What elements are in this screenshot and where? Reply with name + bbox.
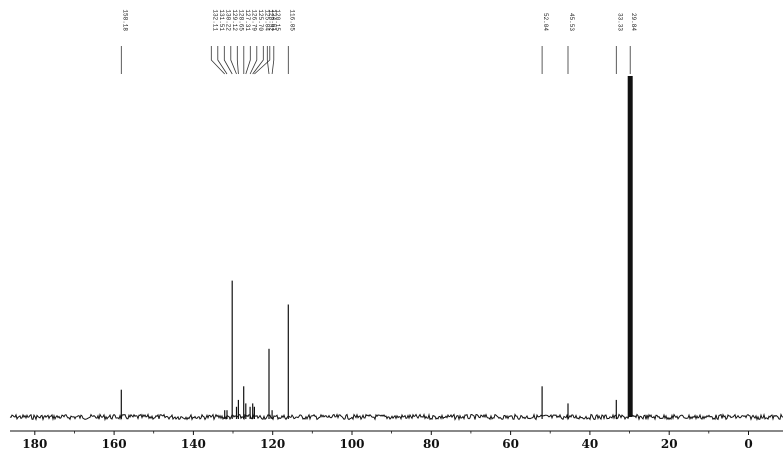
peak-label: 124.61: [270, 9, 277, 31]
x-axis-tick-label: 180: [22, 437, 47, 451]
peak-label: 33.33: [616, 13, 623, 31]
peak-label-leader: [252, 46, 264, 75]
peak-label: 52.04: [542, 13, 549, 31]
peak-label-leader: [223, 46, 233, 75]
spectrum-peak: [627, 76, 633, 417]
peak-label: 158.18: [121, 9, 128, 31]
peak-label: 120.92: [267, 9, 274, 31]
spectrum-baseline-layer: [9, 412, 783, 422]
peak-label-leader: [266, 46, 270, 75]
peak-lines-layer: [120, 76, 633, 419]
x-axis-tick-label: 100: [339, 437, 364, 451]
peak-labels-layer: 158.18 132.11 131.51 130.22 129.12 128.65 127.…: [120, 9, 637, 75]
peak-label: 125.70: [257, 9, 264, 31]
x-axis-tick-label: 40: [582, 437, 599, 451]
peak-label-leader: [254, 46, 271, 75]
peak-label-leader: [249, 46, 258, 75]
x-axis-tick-label: 20: [661, 437, 678, 451]
peak-label: 120.15: [274, 9, 281, 31]
peak-label: 126.79: [250, 9, 257, 31]
peak-label-leader: [236, 46, 239, 75]
x-axis-tick-label: 80: [423, 437, 440, 451]
peak-label: 127.31: [244, 9, 251, 31]
peak-label-leader: [271, 46, 275, 75]
peak-label: 132.11: [211, 9, 218, 31]
peak-label: 125.04: [263, 9, 270, 31]
peak-label: 130.22: [224, 9, 231, 31]
x-axis-tick-label: 60: [502, 437, 519, 451]
peak-label-leader: [217, 46, 228, 75]
x-axis-tick-label: 0: [744, 437, 752, 451]
x-axis-tick-label: 160: [102, 437, 127, 451]
peak-label: 131.51: [218, 9, 225, 31]
x-axis-ticks-layer: 180 160 140 120 100 80 60 40 20 0: [22, 431, 753, 451]
x-axis-tick-label: 140: [181, 437, 206, 451]
x-axis-tick-label: 120: [260, 437, 285, 451]
peak-label-leader: [245, 46, 251, 75]
peak-label: 129.12: [231, 9, 238, 31]
peak-label: 128.65: [237, 9, 244, 31]
peak-label: 45.53: [568, 13, 575, 31]
peak-label: 116.05: [288, 9, 295, 31]
peak-label-leader: [210, 46, 225, 75]
peak-label: 29.84: [630, 13, 637, 31]
peak-label-leader: [230, 46, 237, 75]
spectrum-baseline-noise: [9, 412, 783, 422]
